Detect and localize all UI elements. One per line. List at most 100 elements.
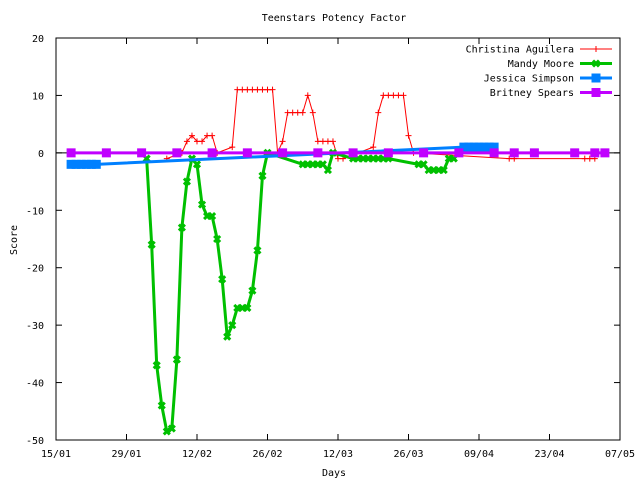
legend-marker	[591, 88, 601, 97]
legend-mandy-moore: Mandy Moore	[508, 59, 612, 70]
series-mandy-moore-marker	[248, 286, 257, 295]
series-christina-aguilera-marker	[329, 138, 336, 145]
series-christina-aguilera-marker	[234, 86, 241, 93]
series-britney-spears-marker	[242, 148, 252, 158]
series-christina-aguilera-marker	[335, 155, 341, 162]
y-tick-label: 0	[38, 149, 44, 160]
series-mandy-moore-marker	[182, 177, 191, 186]
series-christina-aguilera-marker	[380, 92, 387, 99]
series-mandy-moore-marker	[157, 401, 166, 410]
x-tick-label: 23/04	[534, 449, 564, 460]
series-britney-spears-marker	[509, 148, 519, 158]
series-mandy-moore-marker	[318, 160, 327, 169]
series-christina-aguilera-marker	[375, 109, 382, 116]
y-tick-label: -20	[26, 264, 44, 275]
series-britney-spears-marker	[137, 148, 147, 158]
chart-title: Teenstars Potency Factor	[262, 13, 407, 24]
series-britney-spears-marker	[570, 148, 580, 158]
y-axis-label: Score	[9, 225, 20, 255]
series-britney-spears-marker	[383, 148, 393, 158]
series-christina-aguilera-marker	[188, 132, 195, 139]
series-mandy-moore-marker	[167, 424, 176, 433]
series-mandy-moore-marker	[323, 166, 332, 175]
series-christina-aguilera-marker	[395, 92, 402, 99]
y-tick-label: 10	[32, 91, 44, 102]
x-tick-label: 09/04	[464, 449, 494, 460]
series-christina-aguilera-marker	[309, 109, 316, 116]
series-mandy-moore-line	[145, 151, 454, 433]
series-christina-aguilera-marker	[289, 109, 296, 116]
series-mandy-moore-marker	[147, 240, 156, 249]
y-tick-label: 20	[32, 34, 44, 45]
series-christina-aguilera-marker	[264, 86, 271, 93]
series-jessica-simpson-marker	[91, 159, 101, 169]
legend-label: Jessica Simpson	[484, 74, 574, 85]
series-christina-aguilera-line	[166, 89, 595, 160]
series-britney-spears-marker	[348, 148, 358, 158]
series-christina-aguilera-marker	[269, 86, 276, 93]
y-tick-label: -50	[26, 436, 44, 447]
series-christina-aguilera-marker	[370, 144, 377, 151]
series-britney-spears-marker	[313, 148, 323, 158]
series-mandy-moore-marker	[243, 303, 252, 312]
series-britney-spears	[66, 148, 610, 158]
x-tick-label: 26/02	[252, 449, 282, 460]
series-britney-spears-marker	[207, 148, 217, 158]
series-christina-aguilera-marker	[319, 138, 326, 145]
series-christina-aguilera-marker	[390, 92, 397, 99]
series-christina-aguilera-marker	[204, 132, 211, 139]
series-christina-aguilera-marker	[385, 92, 392, 99]
series-mandy-moore-marker	[223, 332, 232, 341]
series-christina-aguilera-marker	[284, 109, 291, 116]
legend-marker	[591, 59, 601, 68]
series-mandy-moore-marker	[253, 246, 262, 255]
y-axis: 20 10 0 -10 -20 -30 -40 -50	[26, 34, 620, 447]
x-tick-label: 29/01	[111, 449, 141, 460]
series-mandy-moore-marker	[172, 355, 181, 364]
series-christina-aguilera-marker	[314, 138, 321, 145]
series-mandy-moore-marker	[192, 160, 202, 169]
series-christina-aguilera-marker	[259, 86, 266, 93]
legend-britney-spears: Britney Spears	[490, 88, 612, 99]
series-britney-spears-marker	[101, 148, 111, 158]
series-britney-spears-marker	[454, 148, 464, 158]
series-christina-aguilera-marker	[324, 138, 331, 145]
series-britney-spears-marker	[489, 148, 499, 158]
x-axis: 15/01 29/01 12/02 26/02 12/03 26/03 09/04 23/04…	[41, 38, 635, 460]
series-mandy-moore-marker	[162, 427, 171, 436]
series-christina-aguilera-marker	[581, 155, 588, 162]
series-mandy-moore-marker	[213, 234, 222, 244]
x-axis-label: Days	[322, 468, 346, 479]
series-britney-spears-marker	[600, 148, 610, 158]
legend-label: Mandy Moore	[508, 59, 574, 70]
x-tick-label: 15/01	[41, 449, 71, 460]
legend-label: Britney Spears	[490, 88, 574, 99]
x-tick-label: 26/03	[393, 449, 423, 460]
series-christina-aguilera-marker	[279, 138, 286, 145]
series-jessica-simpson	[66, 142, 499, 169]
series-britney-spears-marker	[529, 148, 539, 158]
series-christina-aguilera-marker	[299, 109, 306, 116]
series-mandy-moore-marker	[258, 171, 267, 180]
series-christina-aguilera-marker	[294, 109, 301, 116]
series-christina-aguilera-marker	[304, 92, 311, 99]
series-christina-aguilera-marker	[405, 132, 412, 139]
series-christina-aguilera-marker	[209, 132, 216, 139]
series-mandy-moore-marker	[208, 211, 217, 221]
legend-christina-aguilera: Christina Aguilera	[466, 45, 612, 56]
series-christina-aguilera-marker	[400, 92, 407, 99]
legend-jessica-simpson: Jessica Simpson	[484, 73, 612, 85]
x-tick-label: 07/05	[605, 449, 635, 460]
x-tick-label: 12/02	[182, 449, 212, 460]
series-britney-spears-marker	[66, 148, 76, 158]
legend-marker	[591, 73, 601, 83]
series-britney-spears-marker	[278, 148, 288, 158]
series-mandy-moore-marker	[228, 321, 237, 330]
y-tick-label: -40	[26, 379, 44, 390]
series-christina-aguilera-marker	[239, 86, 246, 93]
series-christina-aguilera-marker	[183, 138, 190, 145]
legend-label: Christina Aguilera	[466, 45, 574, 56]
series-christina-aguilera-marker	[199, 138, 206, 145]
x-tick-label: 12/03	[323, 449, 353, 460]
